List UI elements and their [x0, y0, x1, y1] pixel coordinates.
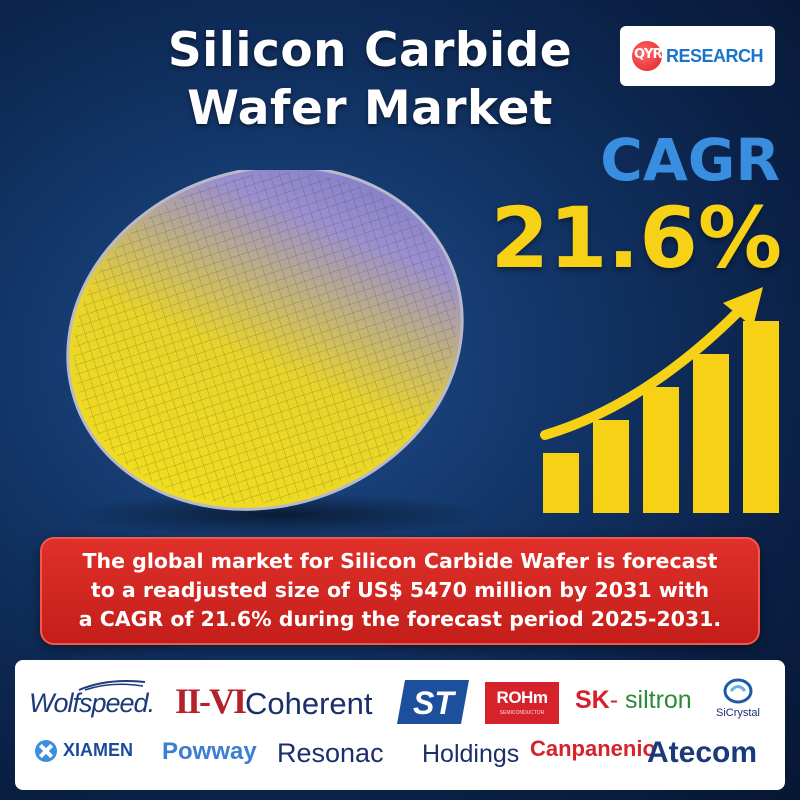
canpanenio-logo: Canpanenio — [530, 736, 656, 761]
logo-mark-text: QYR — [633, 47, 663, 62]
cagr-value: 21.6% — [490, 189, 782, 287]
xiamen-logo: XIAMEN — [35, 740, 134, 763]
rohm-logo: ROHm SEMICONDUCTOR — [485, 682, 559, 724]
up-arrow-icon — [540, 305, 745, 440]
message-line-3: a CAGR of 21.6% during the forecast peri… — [78, 607, 722, 631]
sk-siltron-logo: SK- siltron — [575, 686, 692, 714]
wolfspeed-logo-icon — [78, 680, 146, 691]
forecast-message: The global market for Silicon Carbide Wa… — [40, 537, 760, 645]
rohm-text: ROHm — [496, 688, 548, 707]
title-line-2: Wafer Market — [187, 81, 553, 136]
growth-bars-icon — [535, 285, 780, 515]
logo-text: RESEARCH — [665, 45, 764, 66]
resonac-logo: Resonac — [277, 738, 384, 768]
growth-bar-1 — [543, 453, 579, 513]
xiamen-text: XIAMEN — [63, 740, 134, 760]
cagr-label: CAGR — [600, 126, 780, 194]
company-logos-panel: Wolfspeed. II-VI Coherent ST ROHm SEMICO… — [15, 660, 785, 790]
coherent-logo: Coherent — [245, 686, 373, 721]
growth-bar-4 — [693, 354, 729, 513]
growth-bar-3 — [643, 387, 679, 513]
xiamen-logo-icon — [35, 740, 57, 763]
iivi-logo: II-VI — [175, 681, 247, 721]
wolfspeed-logo: Wolfspeed. — [29, 680, 155, 719]
st-logo-text: ST — [413, 685, 456, 721]
sk-text: SK — [575, 686, 610, 714]
wafer-svg — [66, 165, 490, 537]
sicrystal-logo-icon — [723, 678, 753, 704]
growth-bars-svg — [540, 287, 779, 513]
sicrystal-text: SiCrystal — [715, 707, 760, 719]
siltron-text: siltron — [625, 686, 692, 714]
sicrystal-logo: SiCrystal — [703, 678, 773, 719]
arrow-head — [723, 287, 763, 327]
rohm-subtext: SEMICONDUCTOR — [499, 710, 545, 716]
st-logo-icon: ST — [397, 680, 469, 724]
message-line-1: The global market for Silicon Carbide Wa… — [82, 549, 718, 573]
qyresearch-logo: QYR RESEARCH — [620, 26, 775, 86]
message-line-2: to a readjusted size of US$ 5470 million… — [90, 578, 710, 602]
wolfspeed-text: Wolfspeed. — [29, 688, 155, 718]
powway-logo: Powway — [162, 738, 257, 765]
page-title: Silicon Carbide Wafer Market — [120, 22, 620, 138]
qyr-logo-icon: QYR — [631, 41, 663, 71]
holdings-text: Holdings — [422, 740, 520, 768]
st-logo: ST — [397, 680, 469, 728]
wafer-image — [50, 165, 490, 540]
atecom-logo: Atecom — [647, 736, 758, 769]
growth-bar-5 — [743, 321, 779, 513]
growth-bar-2 — [593, 420, 629, 513]
title-line-1: Silicon Carbide — [167, 23, 573, 78]
